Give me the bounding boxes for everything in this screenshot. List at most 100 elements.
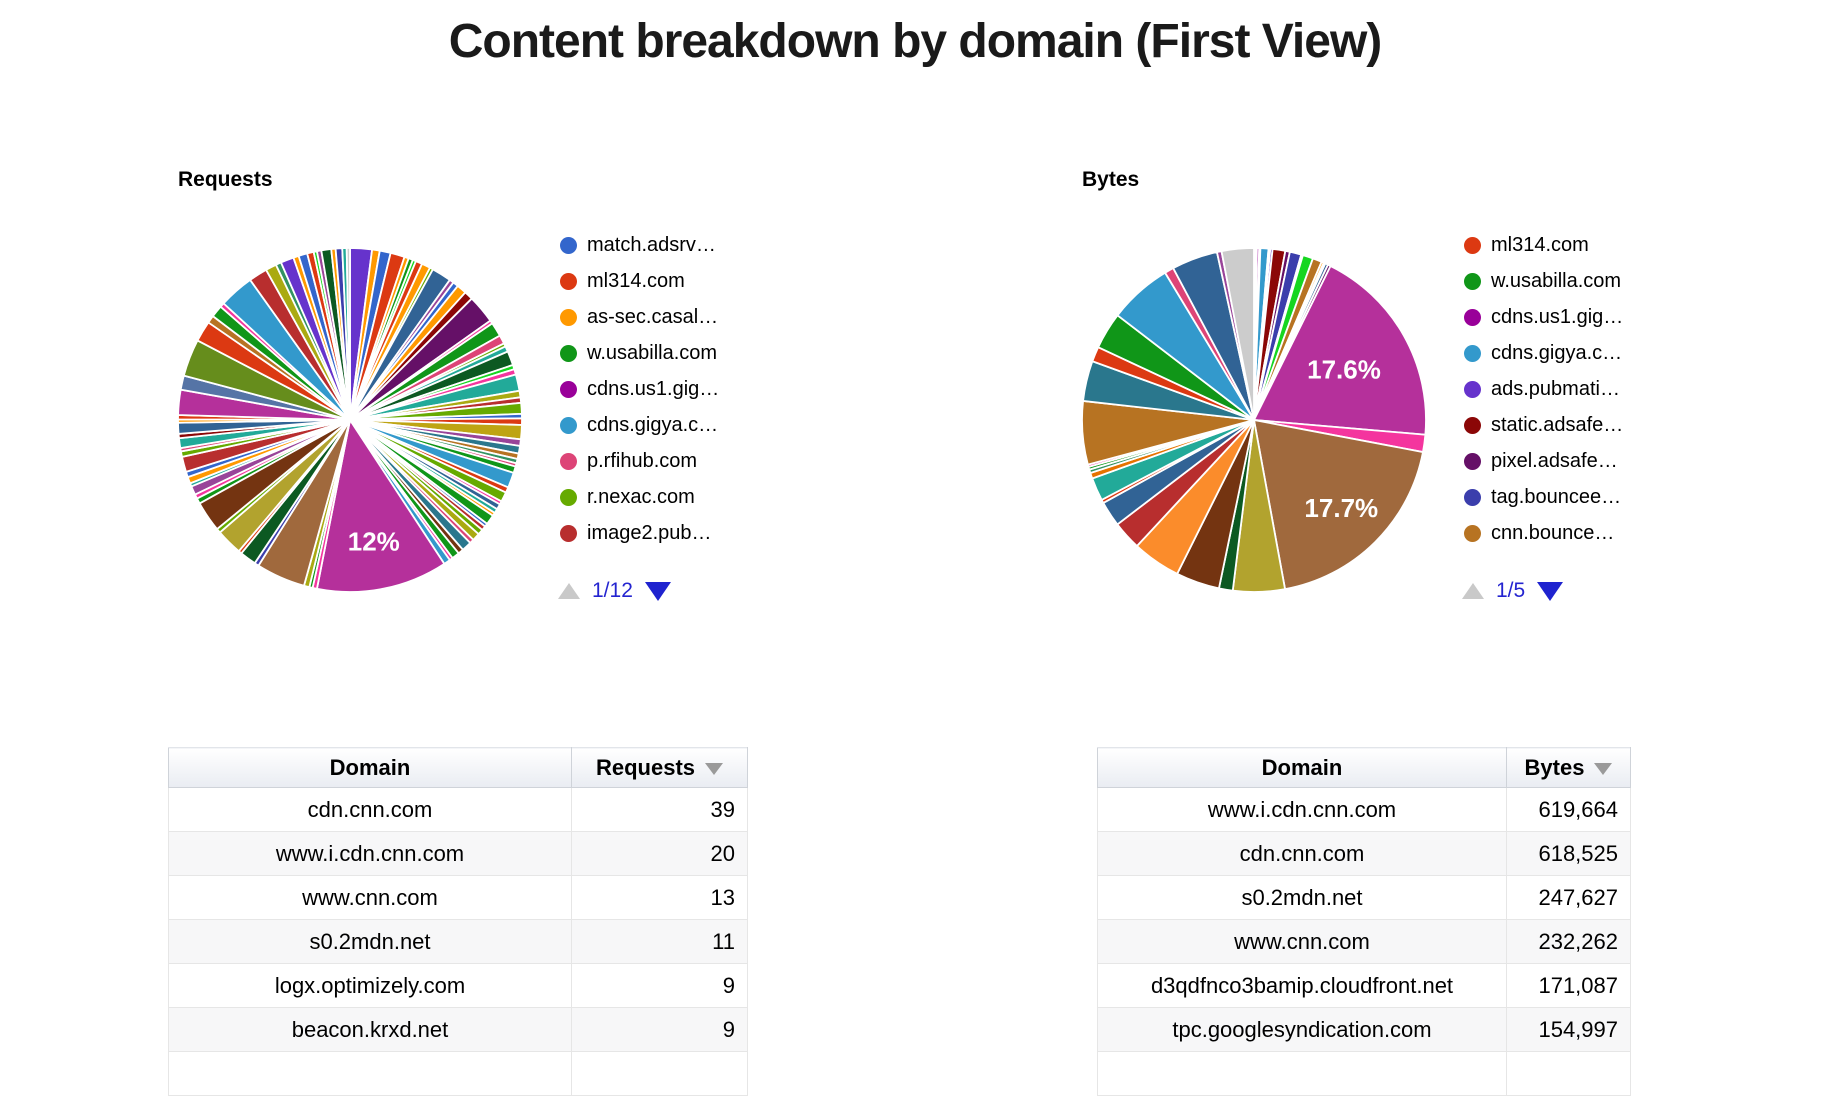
table-row[interactable]: logx.optimizely.com 9: [168, 963, 748, 1008]
legend-swatch-icon: [1464, 488, 1481, 506]
legend-item-label: cdns.us1.gig…: [1491, 305, 1624, 328]
value-cell: 618,525: [1506, 831, 1631, 876]
column-header-label: Domain: [1261, 754, 1343, 780]
domain-cell: www.cnn.com: [1097, 919, 1507, 964]
bytes-pie: 17.6% 17.7%: [1081, 247, 1427, 593]
legend-page-indicator: 1/12: [592, 579, 633, 602]
requests-chart-title: Requests: [178, 168, 273, 191]
table-row[interactable]: cdn.cnn.com 618,525: [1097, 831, 1631, 876]
column-header-domain[interactable]: Domain: [1097, 747, 1507, 788]
legend-item[interactable]: pixel.adsafe…: [1464, 443, 1623, 479]
table-header-row: Domain Requests: [168, 747, 748, 788]
domain-cell: www.cnn.com: [168, 875, 572, 920]
table-row-partial[interactable]: [168, 1051, 748, 1096]
pie-slice-percent-label: 17.6%: [1307, 355, 1381, 385]
legend-item-label: w.usabilla.com: [1491, 269, 1622, 292]
legend-item[interactable]: cdns.us1.gig…: [560, 371, 719, 407]
legend-item-label: image2.pub…: [587, 521, 712, 544]
legend-item-label: ads.pubmati…: [1491, 377, 1620, 400]
table-row[interactable]: s0.2mdn.net 247,627: [1097, 875, 1631, 920]
legend-page-up-icon[interactable]: [1462, 583, 1484, 599]
legend-item[interactable]: image2.pub…: [560, 515, 719, 551]
legend-item[interactable]: w.usabilla.com: [1464, 263, 1623, 299]
legend-item[interactable]: w.usabilla.com: [560, 335, 719, 371]
legend-swatch-icon: [560, 524, 577, 542]
legend-item[interactable]: ml314.com: [560, 263, 719, 299]
legend-item-label: cnn.bounce…: [1491, 521, 1615, 544]
requests-table: Domain Requests cdn.cnn.com 39 www.i.cdn.cnn…: [168, 747, 748, 1096]
legend-swatch-icon: [560, 308, 577, 326]
domain-cell: www.i.cdn.cnn.com: [1097, 787, 1507, 832]
table-row[interactable]: www.i.cdn.cnn.com 20: [168, 831, 748, 876]
table-row[interactable]: s0.2mdn.net 11: [168, 919, 748, 964]
value-cell: 9: [571, 1007, 748, 1052]
pie-slice[interactable]: [315, 417, 446, 593]
column-header-bytes[interactable]: Bytes: [1506, 747, 1631, 788]
column-header-requests[interactable]: Requests: [571, 747, 748, 788]
legend-item[interactable]: r.nexac.com: [560, 479, 719, 515]
bytes-legend-pager: 1/5: [1462, 578, 1564, 604]
legend-item[interactable]: as-sec.casal…: [560, 299, 719, 335]
table-row[interactable]: cdn.cnn.com 39: [168, 787, 748, 832]
legend-item-label: cdns.gigya.c…: [587, 413, 719, 436]
table-row[interactable]: tpc.googlesyndication.com 154,997: [1097, 1007, 1631, 1052]
legend-item-label: ml314.com: [587, 269, 685, 292]
legend-item[interactable]: cdns.gigya.c…: [1464, 335, 1623, 371]
legend-page-down-icon[interactable]: [1537, 581, 1564, 601]
value-cell: 20: [571, 831, 748, 876]
legend-item[interactable]: cdns.gigya.c…: [560, 407, 719, 443]
legend-swatch-icon: [1464, 416, 1481, 434]
legend-item[interactable]: cnn.bounce…: [1464, 515, 1623, 551]
legend-item[interactable]: tag.bouncee…: [1464, 479, 1623, 515]
legend-swatch-icon: [560, 344, 577, 362]
legend-swatch-icon: [560, 416, 577, 434]
legend-swatch-icon: [1464, 344, 1481, 362]
legend-item-label: static.adsafe…: [1491, 413, 1624, 436]
pie-slice[interactable]: [1252, 418, 1425, 591]
value-cell: [1506, 1051, 1631, 1096]
table-row[interactable]: d3qdfnco3bamip.cloudfront.net 171,087: [1097, 963, 1631, 1008]
legend-swatch-icon: [1464, 272, 1481, 290]
value-cell: 13: [571, 875, 748, 920]
pie-slice[interactable]: [345, 247, 351, 421]
legend-item[interactable]: match.adsrv…: [560, 227, 719, 263]
legend-item[interactable]: ml314.com: [1464, 227, 1623, 263]
table-row[interactable]: beacon.krxd.net 9: [168, 1007, 748, 1052]
pie-slice[interactable]: [1220, 247, 1255, 421]
requests-pie: 12%: [177, 247, 523, 593]
value-cell: 247,627: [1506, 875, 1631, 920]
legend-swatch-icon: [1464, 236, 1481, 254]
legend-item-label: cdns.gigya.c…: [1491, 341, 1623, 364]
legend-swatch-icon: [560, 488, 577, 506]
legend-swatch-icon: [560, 272, 577, 290]
pie-slice[interactable]: [1252, 264, 1427, 436]
table-row[interactable]: www.cnn.com 13: [168, 875, 748, 920]
column-header-label: Bytes: [1524, 754, 1585, 780]
legend-item[interactable]: p.rfihub.com: [560, 443, 719, 479]
domain-cell: tpc.googlesyndication.com: [1097, 1007, 1507, 1052]
table-row-partial[interactable]: [1097, 1051, 1631, 1096]
legend-item[interactable]: static.adsafe…: [1464, 407, 1623, 443]
legend-page-down-icon[interactable]: [644, 581, 671, 601]
legend-item[interactable]: ads.pubmati…: [1464, 371, 1623, 407]
legend-item-label: tag.bouncee…: [1491, 485, 1622, 508]
value-cell: 232,262: [1506, 919, 1631, 964]
table-row[interactable]: www.i.cdn.cnn.com 619,664: [1097, 787, 1631, 832]
legend-swatch-icon: [1464, 452, 1481, 470]
legend-item-label: w.usabilla.com: [587, 341, 718, 364]
table-row[interactable]: www.cnn.com 232,262: [1097, 919, 1631, 964]
column-header-domain[interactable]: Domain: [168, 747, 572, 788]
legend-item[interactable]: cdns.us1.gig…: [1464, 299, 1623, 335]
domain-cell: cdn.cnn.com: [168, 787, 572, 832]
sort-descending-icon: [1594, 763, 1613, 775]
legend-swatch-icon: [560, 236, 577, 254]
column-header-label: Requests: [595, 754, 696, 780]
legend-item-label: r.nexac.com: [587, 485, 695, 508]
domain-cell: www.i.cdn.cnn.com: [168, 831, 572, 876]
legend-item-label: pixel.adsafe…: [1491, 449, 1618, 472]
value-cell: 11: [571, 919, 748, 964]
requests-pie-chart: Requests 12% match.adsrv… ml314.com as-sec…: [150, 160, 890, 630]
legend-item-label: as-sec.casal…: [587, 305, 719, 328]
legend-page-up-icon[interactable]: [558, 583, 580, 599]
bytes-table: Domain Bytes www.i.cdn.cnn.com 619,664 cdn.c…: [1097, 747, 1631, 1096]
